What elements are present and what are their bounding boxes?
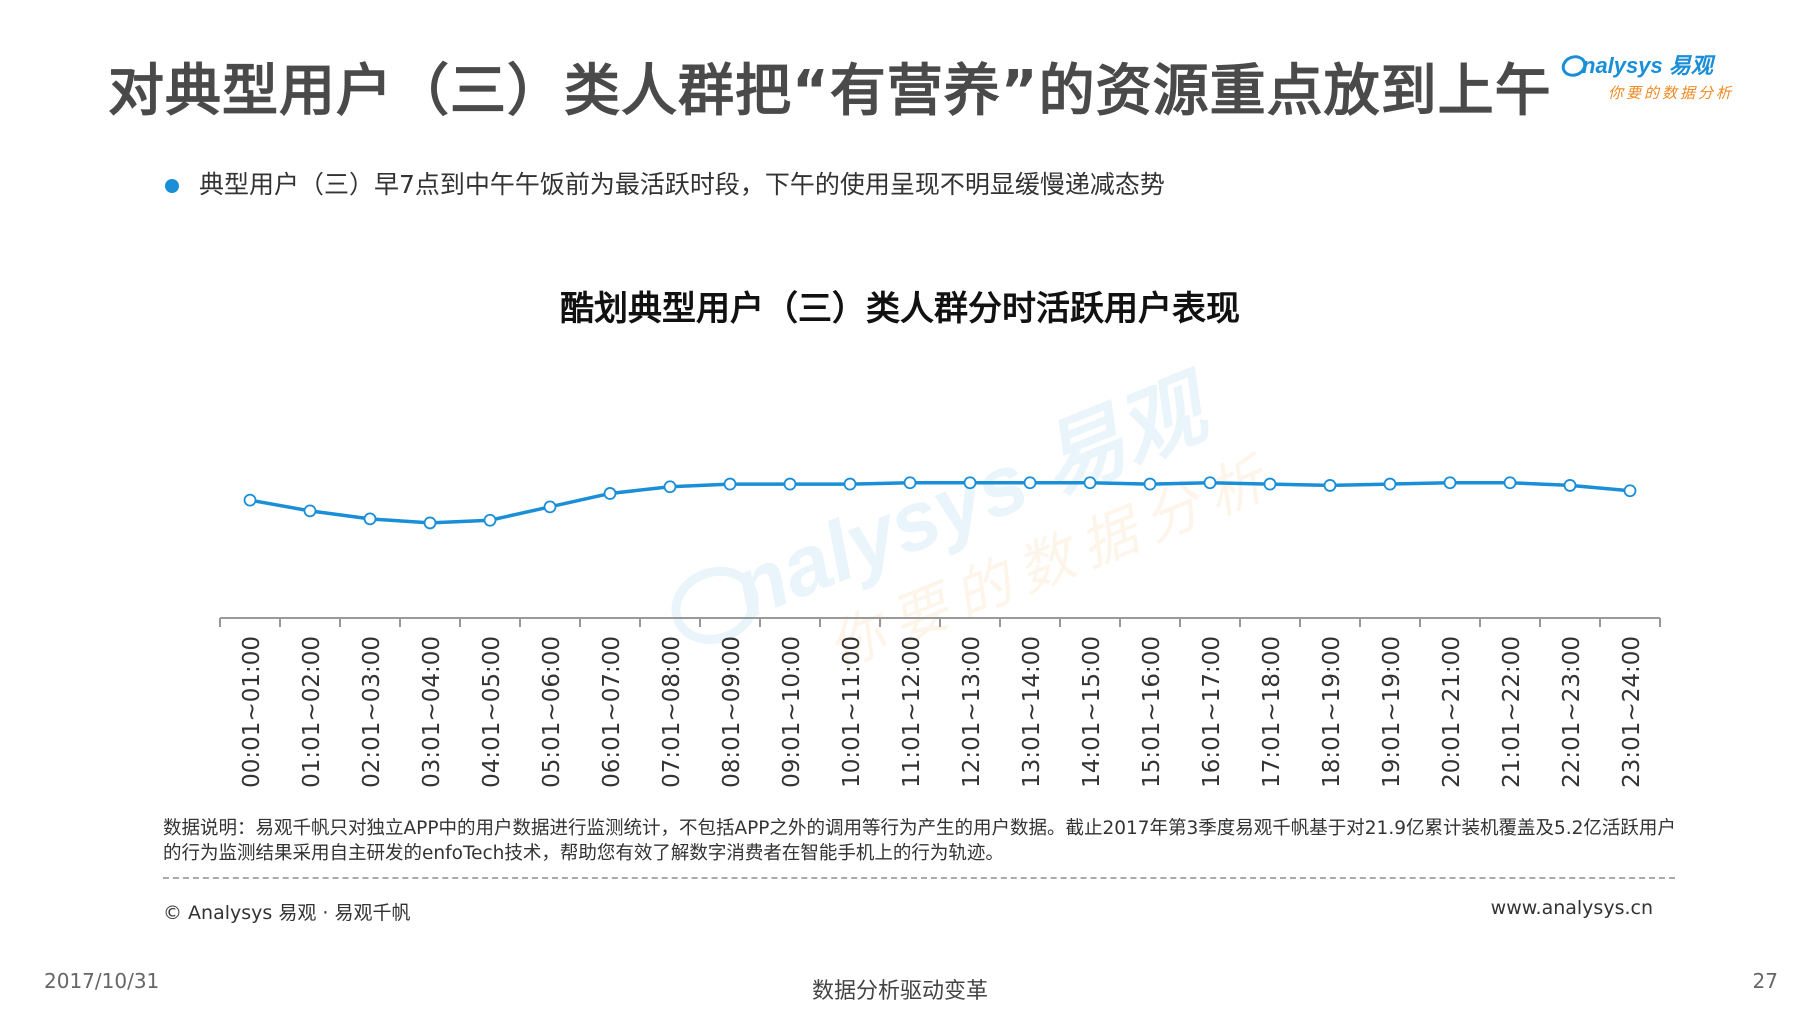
footer-slogan: 数据分析驱动变革	[811, 979, 988, 1004]
data-point	[783, 477, 797, 491]
data-point	[843, 477, 857, 491]
data-point	[1263, 477, 1277, 491]
bullet-dot-icon	[165, 179, 179, 193]
data-point	[1083, 476, 1097, 490]
data-point	[1143, 477, 1157, 491]
logo-text: nalysys 易观	[1582, 53, 1716, 78]
data-point	[1023, 476, 1037, 490]
x-tick-label: 03:01~04:00	[419, 636, 445, 788]
series-line	[249, 480, 1631, 525]
data-point	[543, 500, 557, 514]
website-link[interactable]: www.analysys.cn	[1490, 897, 1653, 919]
line-chart: nalysys 易观 你要的数据分析 00:01~01:00 01:01~02:0…	[219, 357, 1661, 788]
x-tick-label: 19:01~19:00	[1379, 636, 1405, 788]
x-tick-label: 00:01~01:00	[239, 636, 265, 788]
x-tick-label: 10:01~11:00	[839, 636, 865, 788]
x-tick-label: 16:01~17:00	[1199, 636, 1225, 788]
page-number: 27	[1752, 969, 1778, 993]
analysys-logo: nalysys 易观 你要的数据分析	[1561, 53, 1734, 102]
x-tick-label: 05:01~06:00	[539, 636, 565, 788]
bullet-point: 典型用户（三）早7点到中午午饭前为最活跃时段，下午的使用呈现不明显缓慢递减态势	[165, 165, 1165, 201]
data-point	[1623, 484, 1637, 498]
x-tick-label: 17:01~18:00	[1259, 636, 1285, 788]
data-point	[663, 480, 677, 494]
data-point	[1323, 479, 1337, 492]
page-title: 对典型用户（三）类人群把“有营养”的资源重点放到上午	[108, 59, 1552, 124]
data-point	[903, 476, 917, 490]
data-point	[423, 516, 437, 530]
x-tick-label: 13:01~14:00	[1019, 636, 1045, 788]
x-tick-label: 15:01~16:00	[1139, 636, 1165, 788]
chart-title: 酷划典型用户（三）类人群分时活跃用户表现	[560, 289, 1240, 329]
data-point	[963, 476, 977, 490]
data-point	[1203, 476, 1217, 490]
copyright: © Analysys 易观 · 易观千帆	[163, 902, 411, 924]
data-point	[603, 487, 617, 500]
data-point	[1503, 476, 1517, 490]
data-point	[243, 493, 257, 507]
logo-slogan: 你要的数据分析	[1608, 84, 1734, 102]
x-tick-label: 21:01~22:00	[1499, 636, 1525, 788]
x-tick-label: 09:01~10:00	[779, 636, 805, 788]
x-tick-label: 02:01~03:00	[359, 636, 385, 788]
footer-divider	[163, 877, 1675, 879]
data-point	[483, 513, 497, 527]
data-point	[363, 512, 377, 526]
data-note: 数据说明：易观千帆只对独立APP中的用户数据进行监测统计，不包括APP之外的调用…	[163, 818, 1676, 864]
x-tick-label: 08:01~09:00	[719, 636, 745, 788]
bullet-text: 典型用户（三）早7点到中午午饭前为最活跃时段，下午的使用呈现不明显缓慢递减态势	[199, 170, 1165, 199]
x-tick-label: 11:01~12:00	[899, 636, 925, 788]
x-tick-label: 18:01~19:00	[1319, 636, 1345, 788]
report-date: 2017/10/31	[44, 969, 160, 993]
data-point	[1383, 477, 1397, 491]
data-point	[1563, 479, 1577, 492]
x-tick-label: 22:01~23:00	[1559, 636, 1585, 788]
x-tick-label: 14:01~15:00	[1079, 636, 1105, 788]
x-tick-label: 20:01~21:00	[1439, 636, 1465, 788]
x-tick-label: 07:01~08:00	[659, 636, 685, 788]
x-tick-label: 04:01~05:00	[479, 636, 505, 788]
data-point	[303, 504, 317, 518]
data-point	[723, 477, 737, 491]
x-tick-label: 12:01~13:00	[959, 636, 985, 788]
data-point	[1443, 476, 1457, 490]
x-tick-label: 06:01~07:00	[599, 636, 625, 788]
x-tick-label: 01:01~02:00	[299, 636, 325, 788]
x-tick-label: 23:01~24:00	[1619, 636, 1645, 788]
